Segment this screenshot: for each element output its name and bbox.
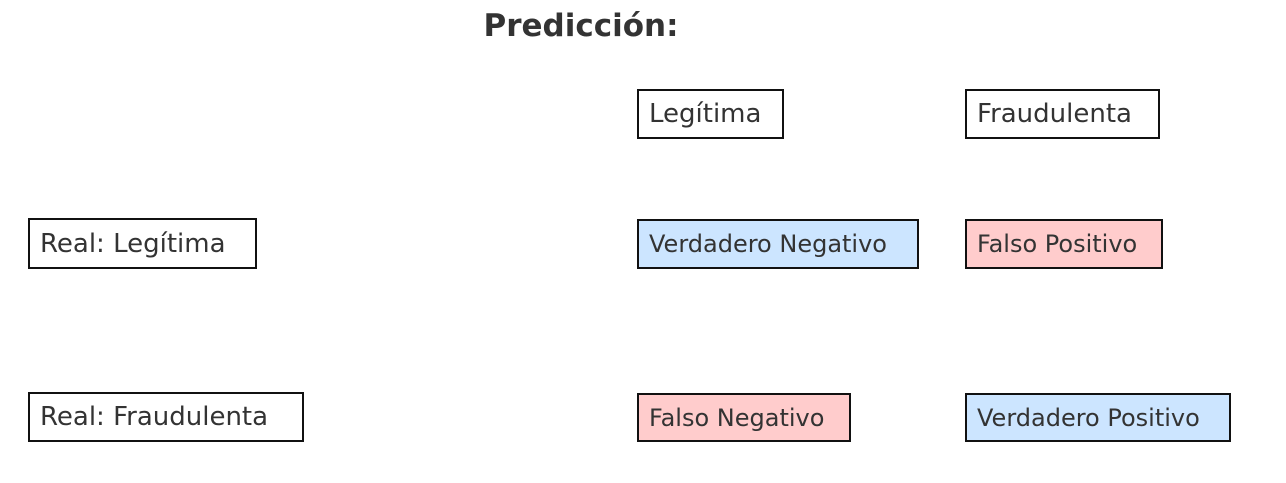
column-header-fraud: Fraudulenta	[965, 89, 1160, 139]
cell-false-negative: Falso Negativo	[637, 393, 851, 442]
column-header-legit: Legítima	[637, 89, 784, 139]
row-header-legit: Real: Legítima	[28, 218, 257, 269]
cell-true-negative: Verdadero Negativo	[637, 219, 919, 269]
cell-false-positive: Falso Positivo	[965, 219, 1163, 269]
row-header-fraud: Real: Fraudulenta	[28, 392, 304, 442]
cell-true-positive: Verdadero Positivo	[965, 393, 1231, 442]
diagram-title: Predicción:	[483, 8, 679, 44]
